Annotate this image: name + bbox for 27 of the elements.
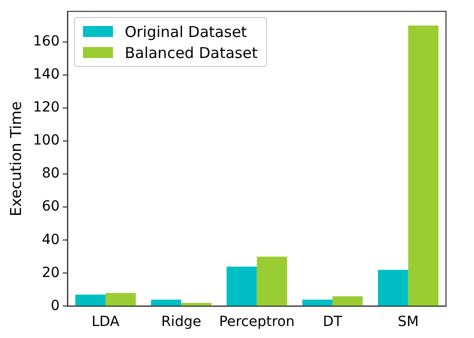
legend-label: Balanced Dataset [124, 44, 258, 62]
bar [106, 292, 136, 306]
y-tick-label: 100 [32, 132, 60, 149]
y-tick-label: 140 [32, 66, 60, 83]
y-tick-label: 0 [50, 298, 60, 314]
y-tick-label: 120 [32, 100, 60, 116]
bar [378, 270, 408, 306]
y-axis-title: Execution Time [6, 101, 25, 216]
y-tick-label: 20 [42, 264, 60, 281]
x-tick-label: DT [322, 314, 343, 330]
bar [256, 256, 288, 306]
bar [75, 294, 106, 306]
bar [226, 266, 257, 306]
y-tick-label: 160 [32, 34, 60, 50]
x-tick-label: LDA [92, 314, 120, 330]
bar [181, 302, 212, 306]
bar [150, 300, 182, 306]
bar [408, 25, 438, 306]
bar [302, 300, 333, 306]
x-tick-label: Ridge [161, 314, 202, 330]
legend-label: Original Dataset [124, 22, 247, 41]
y-tick-label: 40 [42, 232, 60, 248]
y-tick-label: 60 [42, 198, 60, 215]
bar [332, 296, 363, 306]
x-tick-label: Perceptron [219, 314, 295, 330]
y-tick-label: 80 [42, 166, 60, 182]
x-tick-label: SM [398, 314, 419, 330]
